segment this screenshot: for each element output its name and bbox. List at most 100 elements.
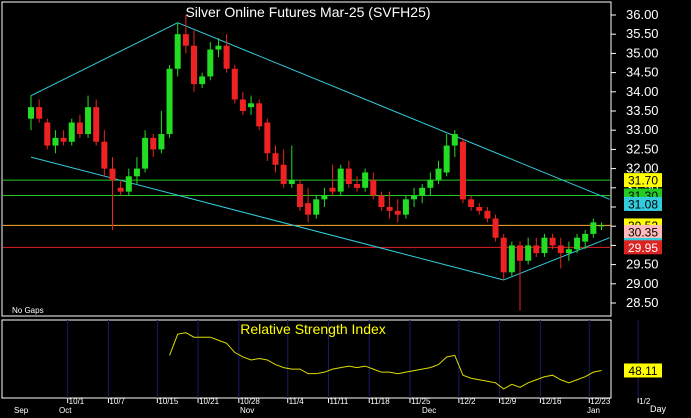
candle-up bbox=[166, 68, 173, 135]
x-month-label: Nov bbox=[240, 406, 254, 415]
y-tick-label: 29.50 bbox=[626, 257, 659, 272]
candle-down bbox=[329, 187, 336, 192]
candle-up bbox=[443, 145, 450, 173]
x-tick-label: 11/11 bbox=[329, 397, 348, 406]
candle-down bbox=[557, 245, 564, 254]
candle-down bbox=[223, 45, 230, 69]
candle-down bbox=[468, 199, 475, 207]
candle-down bbox=[272, 153, 279, 165]
day-button[interactable]: Day bbox=[650, 404, 667, 414]
price-tag-bg bbox=[624, 224, 662, 239]
candle-down bbox=[378, 195, 385, 207]
candle-down bbox=[345, 168, 352, 184]
x-tick-label: 10/1 bbox=[69, 397, 85, 406]
price-tag-label: 31.08 bbox=[628, 197, 658, 211]
candle-up bbox=[288, 180, 295, 184]
x-tick-label: 11/25 bbox=[411, 397, 431, 406]
candle-down bbox=[533, 245, 540, 254]
candle-up bbox=[411, 195, 418, 200]
x-tick-label: 12/2 bbox=[460, 397, 476, 406]
rsi-line bbox=[169, 332, 602, 390]
candle-up bbox=[574, 237, 581, 250]
candle-up bbox=[248, 103, 255, 108]
x-tick-label: 10/15 bbox=[158, 397, 179, 406]
y-tick-label: 33.50 bbox=[626, 103, 659, 118]
candlestick-series bbox=[28, 15, 605, 311]
x-tick-label: 10/7 bbox=[109, 397, 125, 406]
candle-down bbox=[182, 34, 189, 46]
candle-up bbox=[419, 187, 426, 196]
candle-up bbox=[427, 180, 434, 188]
candle-down bbox=[296, 183, 303, 207]
candle-down bbox=[517, 245, 523, 261]
y-tick-label: 32.50 bbox=[626, 141, 659, 156]
x-month-label: Oct bbox=[59, 406, 72, 415]
rsi-value-tag-bg bbox=[624, 363, 662, 378]
y-tick-label: 35.50 bbox=[626, 26, 659, 41]
candle-up bbox=[28, 107, 34, 119]
candle-up bbox=[321, 195, 328, 200]
candle-down bbox=[109, 168, 116, 181]
candle-down bbox=[36, 107, 43, 119]
candle-up bbox=[362, 172, 369, 188]
y-tick-label: 35.00 bbox=[626, 45, 659, 60]
price-tag-label: 29.95 bbox=[628, 241, 658, 255]
candle-down bbox=[264, 122, 271, 154]
candle-down bbox=[101, 141, 108, 169]
candle-down bbox=[93, 107, 100, 142]
candle-up bbox=[133, 168, 140, 177]
trend-line bbox=[30, 156, 504, 281]
candle-down bbox=[492, 218, 499, 238]
candle-up bbox=[541, 237, 548, 254]
rsi-series: 48.11 bbox=[169, 332, 662, 390]
candle-up bbox=[590, 222, 597, 234]
candle-down bbox=[394, 210, 401, 215]
price-pane-frame bbox=[1, 1, 612, 317]
candle-down bbox=[386, 207, 393, 211]
x-tick-label: 11/18 bbox=[370, 397, 390, 406]
candle-up bbox=[435, 168, 442, 181]
candle-down bbox=[239, 99, 246, 111]
candle-up bbox=[451, 134, 458, 146]
grid-lines bbox=[67, 320, 639, 398]
y-tick-label: 32.00 bbox=[626, 161, 659, 176]
trend-line bbox=[503, 237, 610, 281]
candle-down bbox=[549, 237, 556, 246]
candle-up bbox=[215, 45, 222, 50]
trend-channel bbox=[30, 22, 610, 281]
candle-down bbox=[484, 210, 491, 219]
x-month-label: Sep bbox=[14, 406, 29, 415]
price-tag-bg bbox=[624, 173, 662, 188]
y-tick-label: 33.00 bbox=[626, 122, 659, 137]
x-tick-label: 10/21 bbox=[199, 397, 220, 406]
price-tag-bg bbox=[624, 240, 662, 255]
y-tick-label: 34.50 bbox=[626, 65, 659, 80]
candle-up bbox=[598, 225, 605, 227]
x-axis-ticks: 10/1 10/7 10/15 10/21 10/28 11/4 11/11 11/18 11/… bbox=[14, 397, 651, 415]
candle-up bbox=[125, 176, 132, 192]
x-month-label: Jan bbox=[587, 406, 600, 415]
trend-line bbox=[177, 22, 610, 200]
candle-down bbox=[500, 237, 507, 273]
candle-down bbox=[459, 141, 466, 200]
candle-up bbox=[313, 199, 320, 215]
y-tick-label: 34.00 bbox=[626, 84, 659, 99]
candle-up bbox=[402, 199, 409, 215]
candle-down bbox=[231, 68, 238, 100]
candle-down bbox=[280, 164, 287, 184]
candle-up bbox=[85, 107, 92, 135]
no-gaps-label: No Gaps bbox=[12, 306, 44, 315]
rsi-value-tag: 48.11 bbox=[628, 364, 657, 378]
candle-up bbox=[337, 168, 344, 192]
candle-down bbox=[117, 187, 124, 192]
candle-up bbox=[565, 249, 572, 254]
x-tick-label: 12/9 bbox=[501, 397, 517, 406]
trend-line bbox=[30, 22, 178, 97]
candle-up bbox=[582, 233, 589, 242]
candle-down bbox=[76, 122, 83, 135]
candle-down bbox=[60, 137, 67, 142]
candle-up bbox=[508, 245, 515, 273]
candle-down bbox=[191, 45, 197, 85]
